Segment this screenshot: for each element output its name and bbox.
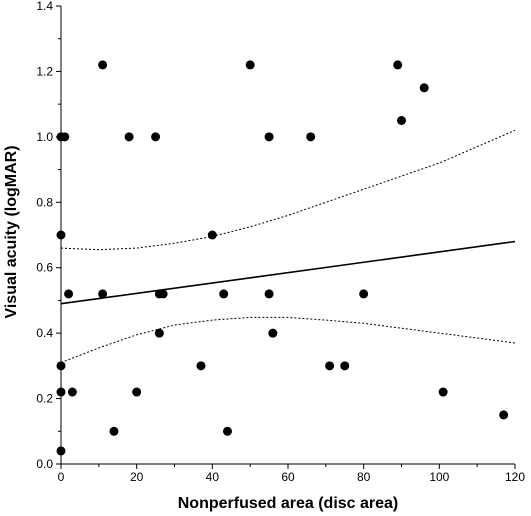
chart-marks: [56, 60, 516, 456]
data-point: [196, 361, 206, 371]
data-point: [64, 289, 74, 299]
data-point: [207, 230, 217, 240]
y-tick-label: 0.0: [36, 457, 53, 471]
data-point: [132, 387, 142, 397]
data-point: [245, 60, 255, 70]
data-point: [340, 361, 350, 371]
data-point: [264, 132, 274, 142]
y-tick-label: 1.2: [36, 64, 53, 78]
data-point: [219, 289, 229, 299]
data-point: [499, 410, 509, 420]
data-point: [98, 289, 108, 299]
y-tick-label: 0.2: [36, 392, 53, 406]
data-point: [158, 289, 168, 299]
data-point: [67, 387, 77, 397]
x-tick-label: 80: [357, 470, 371, 484]
x-tick-label: 20: [130, 470, 144, 484]
data-point: [60, 132, 70, 142]
data-point: [306, 132, 316, 142]
axes: 0 20 40 60 80 100 120 0.0 0.2 0.4 0.6 0.8 1.0 1.2 1.4: [36, 0, 525, 484]
y-tick-label: 0.8: [36, 195, 53, 209]
data-point: [222, 426, 232, 436]
x-tick-label: 60: [281, 470, 295, 484]
x-tick-label: 100: [429, 470, 449, 484]
data-point: [154, 328, 164, 338]
upper-confidence-band: [60, 129, 516, 251]
regression-line: [60, 240, 516, 305]
data-point: [438, 387, 448, 397]
lower-confidence-band: [60, 316, 516, 364]
y-tick-label: 1.0: [36, 130, 53, 144]
x-tick-label: 0: [58, 470, 65, 484]
data-point: [268, 328, 278, 338]
data-point: [393, 60, 403, 70]
data-point: [419, 83, 429, 93]
data-point: [151, 132, 161, 142]
x-axis-title: Nonperfused area (disc area): [178, 495, 399, 512]
y-tick-label: 1.4: [36, 0, 53, 13]
data-point: [397, 116, 406, 125]
y-tick-label: 0.4: [36, 326, 53, 340]
data-point: [264, 289, 274, 299]
x-tick-label: 40: [206, 470, 220, 484]
data-point: [109, 426, 119, 436]
y-tick-label: 0.6: [36, 261, 53, 275]
data-point: [124, 132, 134, 142]
y-axis-title: Visual acuity (logMAR): [3, 145, 20, 318]
data-point: [359, 289, 369, 299]
data-point: [325, 361, 335, 371]
x-tick-label: 120: [505, 470, 525, 484]
data-point: [98, 60, 108, 70]
